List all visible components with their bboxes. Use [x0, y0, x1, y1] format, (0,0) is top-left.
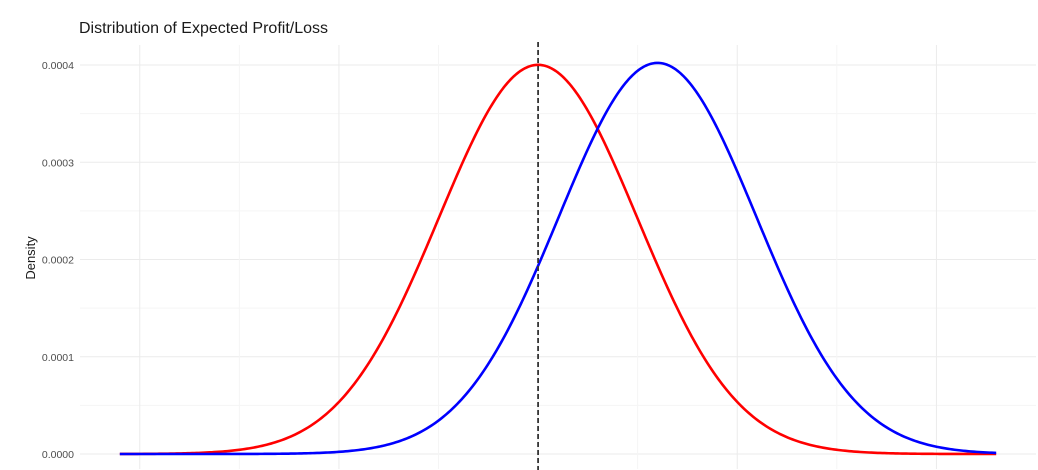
- grid-layer: [80, 45, 1036, 469]
- density-line-2: [119, 61, 997, 456]
- chart-title: Distribution of Expected Profit/Loss: [79, 20, 328, 37]
- y-axis-label: Density: [23, 236, 38, 280]
- series-layer: [119, 61, 997, 456]
- y-tick-label: 0.0003: [42, 157, 74, 169]
- y-tick-labels: 0.0000 0.0001 0.0002 0.0003 0.0004: [42, 60, 74, 461]
- y-tick-label: 0.0002: [42, 255, 74, 267]
- density-line-1: [119, 63, 997, 456]
- y-tick-label: 0.0004: [42, 60, 74, 72]
- y-tick-label: 0.0001: [42, 352, 74, 364]
- y-tick-label: 0.0000: [42, 449, 74, 461]
